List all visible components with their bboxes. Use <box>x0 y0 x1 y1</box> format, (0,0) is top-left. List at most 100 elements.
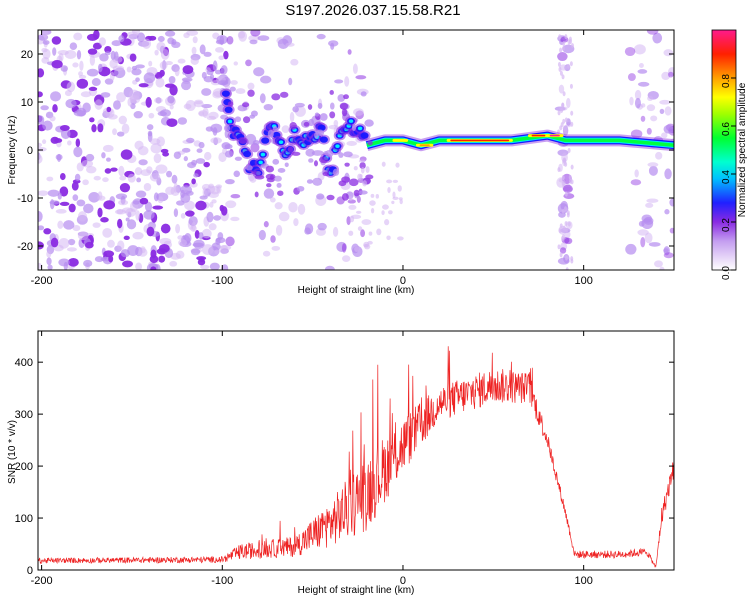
noise-blob <box>189 181 198 188</box>
fragment-scatter <box>317 102 323 109</box>
noise-blob <box>154 49 159 56</box>
noise-blob <box>97 191 103 200</box>
noise-blob <box>107 114 118 120</box>
fragment-scatter <box>348 178 359 187</box>
noise-blob <box>58 238 70 249</box>
noise-blob <box>247 82 255 90</box>
noise-blob <box>38 115 45 125</box>
noise-blob <box>38 190 49 196</box>
noise-blob <box>347 49 352 55</box>
noise-blob <box>293 218 299 227</box>
spectrogram-x-label: Height of straight line (km) <box>298 285 415 296</box>
fragment-scatter <box>359 162 366 170</box>
noise-blob <box>360 229 366 238</box>
spectrogram-y-tick-label-10: 10 <box>21 97 33 109</box>
noise-blob <box>334 79 344 84</box>
noise-blob <box>135 77 140 82</box>
noise-blob <box>230 80 238 85</box>
noise-blob <box>204 151 212 161</box>
noise-blob <box>135 262 143 270</box>
noise-blob <box>557 244 561 250</box>
fragment-core <box>260 152 266 157</box>
snr-y-tick-label-200: 200 <box>15 461 33 473</box>
noise-blob <box>211 199 217 204</box>
noise-blob <box>171 174 178 184</box>
noise-blob <box>215 69 222 75</box>
noise-blob <box>47 189 60 197</box>
noise-blob <box>559 70 563 76</box>
noise-blob <box>142 38 152 49</box>
noise-blob <box>67 257 79 267</box>
noise-blob <box>226 36 234 45</box>
noise-blob <box>121 123 130 134</box>
noise-blob <box>46 250 52 258</box>
fragment-core <box>348 119 354 123</box>
noise-blob <box>49 200 60 205</box>
noise-blob <box>134 167 143 176</box>
noise-blob <box>73 32 83 41</box>
noise-blob <box>42 40 50 45</box>
chart-title: S197.2026.037.15.58.R21 <box>285 2 460 19</box>
noise-blob <box>564 221 568 227</box>
noise-blob <box>238 30 247 42</box>
noise-blob <box>562 225 566 231</box>
tail-blob <box>363 243 369 248</box>
noise-blob <box>86 68 99 77</box>
noise-blob <box>245 59 252 67</box>
noise-blob <box>332 226 339 237</box>
tail-blob <box>357 226 363 231</box>
noise-blob <box>68 203 76 213</box>
noise-blob <box>627 73 636 82</box>
noise-blob <box>248 34 260 42</box>
noise-blob <box>82 102 91 113</box>
noise-blob <box>148 35 157 41</box>
colorbar-tick-label-0.4: 0.4 <box>721 170 732 184</box>
noise-blob <box>564 206 568 212</box>
noise-blob <box>92 222 101 228</box>
noise-blob <box>199 44 206 55</box>
noise-blob <box>223 50 229 60</box>
noise-blob <box>86 166 97 174</box>
noise-blob <box>346 140 357 147</box>
noise-blob <box>49 115 56 122</box>
noise-blob <box>317 222 327 231</box>
noise-blob <box>185 210 195 217</box>
noise-blob <box>271 245 281 251</box>
snr-x-tick-label-0: 0 <box>400 575 406 587</box>
noise-blob <box>100 92 111 98</box>
noise-blob <box>663 49 674 57</box>
fragment-scatter <box>351 124 356 132</box>
fragment-scatter <box>324 150 334 158</box>
tail-blob <box>392 179 399 183</box>
fragment-scatter <box>287 146 294 153</box>
noise-blob <box>259 93 266 104</box>
fragment-scatter <box>318 156 329 164</box>
noise-blob <box>633 44 646 55</box>
noise-blob <box>630 179 642 186</box>
snr-x-ticks: -200 -100 0 100 <box>31 331 593 587</box>
noise-blob <box>659 266 665 270</box>
noise-blob <box>208 111 219 120</box>
noise-blob <box>290 58 299 66</box>
noise-blob <box>109 71 115 81</box>
noise-blob <box>135 210 141 221</box>
noise-blob <box>143 72 156 84</box>
noise-blob <box>112 128 117 136</box>
noise-blob <box>127 173 136 183</box>
noise-blob <box>104 168 112 174</box>
noise-blob <box>567 221 571 227</box>
fragment-scatter <box>337 94 346 102</box>
noise-blob <box>201 228 212 239</box>
noise-blob <box>274 202 283 210</box>
noise-blob <box>108 255 114 263</box>
noise-blob <box>637 69 648 74</box>
tail-blob <box>397 185 402 192</box>
noise-blob <box>150 143 162 154</box>
noise-blob <box>564 191 568 197</box>
noise-blob <box>145 96 152 108</box>
tail-blob <box>370 193 375 198</box>
noise-blob <box>209 262 220 270</box>
noise-blob <box>275 224 283 236</box>
noise-blob <box>146 166 153 174</box>
